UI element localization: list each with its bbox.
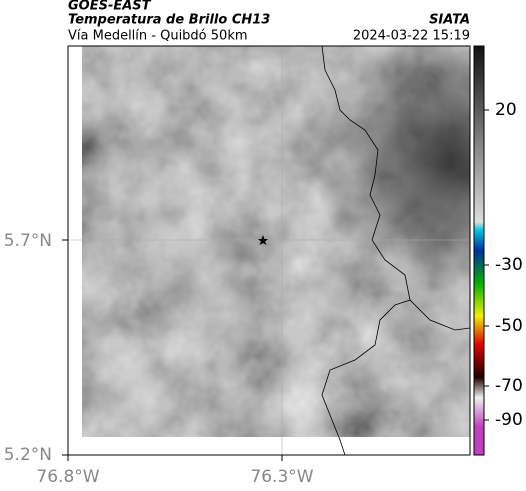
colorbar-label: -70 [495, 376, 523, 396]
region: Vía Medellín - Quibdó 50km [68, 29, 248, 44]
cloud-top [82, 46, 470, 437]
colorbar-label: -90 [495, 410, 523, 430]
datetime: 2024-03-22 15:19 [353, 29, 470, 44]
map-frame [67, 45, 471, 456]
location-marker [258, 235, 268, 245]
boundary [321, 299, 411, 455]
colorbar-ticks: 20 -30 -50 -70 -90 [484, 100, 523, 430]
source: SIATA [429, 13, 470, 28]
lat-label: 5.7°N [4, 231, 52, 251]
colorbar-label: -50 [495, 316, 523, 336]
map [68, 46, 470, 455]
boundary [321, 46, 470, 331]
colorbar [473, 45, 485, 456]
lat-label: 5.2°N [4, 445, 52, 465]
lon-label: 76.8°W [36, 467, 99, 487]
colorbar-label: 20 [495, 100, 517, 120]
subtitle: Temperatura de Brillo CH13 [68, 13, 270, 28]
lon-label: 76.3°W [250, 467, 313, 487]
colorbar-label: -30 [495, 255, 523, 275]
title: GOES-EAST [68, 0, 152, 14]
